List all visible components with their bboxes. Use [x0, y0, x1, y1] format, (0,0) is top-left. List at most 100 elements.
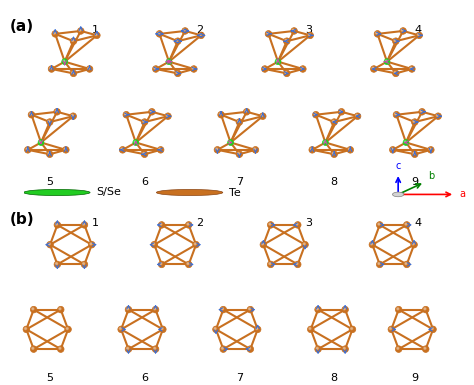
Circle shape [256, 328, 258, 330]
Circle shape [125, 346, 132, 352]
Circle shape [315, 346, 321, 352]
Text: 7: 7 [236, 373, 243, 383]
Circle shape [77, 28, 84, 34]
Circle shape [422, 346, 429, 352]
Circle shape [153, 66, 159, 72]
Circle shape [372, 67, 374, 69]
Circle shape [395, 113, 397, 115]
Text: 2: 2 [196, 25, 203, 35]
Circle shape [418, 33, 419, 35]
Circle shape [376, 32, 378, 34]
Circle shape [393, 111, 400, 118]
Text: 8: 8 [330, 373, 338, 383]
Circle shape [70, 70, 77, 77]
Circle shape [152, 346, 159, 352]
Circle shape [125, 113, 127, 115]
Circle shape [55, 223, 57, 225]
Circle shape [267, 261, 274, 268]
Circle shape [262, 66, 268, 72]
Circle shape [324, 141, 326, 143]
Circle shape [70, 113, 76, 119]
Circle shape [285, 72, 287, 74]
Circle shape [30, 113, 32, 115]
Circle shape [194, 243, 196, 245]
Text: (a): (a) [9, 19, 34, 34]
Circle shape [54, 109, 60, 115]
Circle shape [247, 306, 254, 313]
Circle shape [119, 147, 126, 153]
Text: (b): (b) [9, 212, 34, 227]
Circle shape [343, 347, 345, 349]
Circle shape [55, 263, 57, 264]
Circle shape [405, 263, 407, 264]
Circle shape [57, 346, 64, 352]
Circle shape [50, 67, 52, 69]
Circle shape [46, 119, 53, 126]
Circle shape [81, 261, 88, 268]
Circle shape [95, 33, 97, 35]
Circle shape [254, 148, 255, 150]
Circle shape [64, 148, 66, 150]
Text: 4: 4 [414, 25, 421, 35]
Circle shape [263, 67, 265, 69]
Circle shape [255, 326, 261, 333]
Circle shape [420, 110, 422, 112]
Circle shape [150, 110, 152, 112]
Circle shape [198, 32, 204, 38]
Circle shape [127, 308, 128, 310]
Circle shape [424, 347, 426, 349]
Text: b: b [428, 171, 435, 181]
Circle shape [183, 29, 185, 31]
Circle shape [153, 243, 155, 245]
Circle shape [395, 346, 402, 352]
Circle shape [248, 308, 250, 310]
Circle shape [331, 151, 337, 157]
Circle shape [243, 109, 250, 115]
Circle shape [90, 243, 92, 245]
Circle shape [376, 222, 383, 228]
Circle shape [403, 261, 410, 268]
Circle shape [47, 241, 54, 248]
Circle shape [332, 120, 334, 122]
Circle shape [48, 243, 50, 245]
Circle shape [309, 147, 316, 153]
Circle shape [81, 222, 88, 228]
Circle shape [275, 59, 281, 65]
Circle shape [269, 223, 271, 225]
Circle shape [123, 111, 129, 118]
Circle shape [185, 261, 192, 268]
Circle shape [252, 147, 259, 153]
Circle shape [143, 152, 145, 154]
Circle shape [23, 326, 30, 333]
Circle shape [349, 326, 356, 333]
Circle shape [429, 148, 431, 150]
Circle shape [309, 328, 311, 330]
Circle shape [351, 328, 353, 330]
Circle shape [54, 261, 61, 268]
Circle shape [312, 111, 319, 118]
Text: 5: 5 [46, 373, 53, 383]
Circle shape [404, 141, 406, 143]
Circle shape [413, 152, 415, 154]
Circle shape [332, 152, 334, 154]
Circle shape [265, 30, 272, 37]
Circle shape [412, 243, 414, 245]
Text: c: c [395, 161, 401, 171]
Circle shape [302, 241, 309, 248]
Circle shape [348, 148, 350, 150]
Circle shape [164, 113, 171, 119]
Circle shape [392, 192, 404, 197]
Circle shape [410, 67, 412, 69]
Circle shape [260, 241, 267, 248]
Circle shape [392, 38, 399, 45]
Circle shape [400, 28, 406, 34]
Circle shape [158, 261, 165, 268]
Circle shape [401, 29, 403, 31]
Circle shape [385, 60, 387, 62]
Circle shape [435, 113, 441, 119]
Circle shape [422, 306, 429, 313]
Circle shape [405, 223, 407, 225]
Text: 1: 1 [92, 218, 99, 228]
Circle shape [63, 60, 65, 62]
Circle shape [409, 66, 415, 72]
